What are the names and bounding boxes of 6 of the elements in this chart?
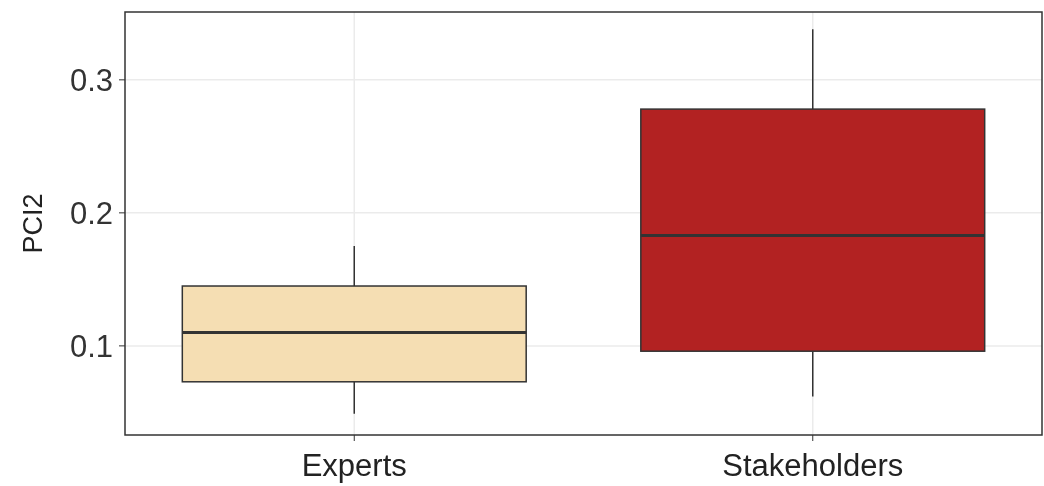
x-tick-label: Stakeholders [722, 448, 904, 483]
x-tick-label: Experts [301, 448, 407, 483]
y-tick-label: 0.3 [69, 62, 113, 98]
y-tick-label: 0.2 [69, 195, 113, 231]
y-axis-title: PCI2 [18, 193, 48, 254]
y-tick-label: 0.1 [69, 328, 113, 364]
